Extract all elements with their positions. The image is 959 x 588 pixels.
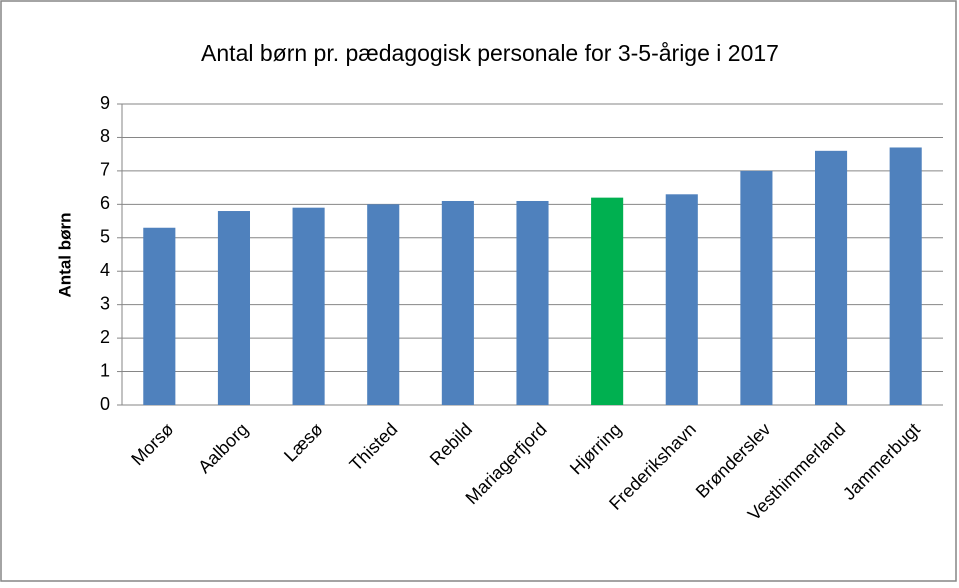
- y-tick-label: 4: [100, 260, 110, 280]
- y-tick-label: 8: [100, 126, 110, 146]
- bar: [217, 211, 251, 405]
- y-axis-label: Antal børn: [55, 213, 74, 298]
- y-tick-label: 0: [100, 394, 110, 414]
- bar: [516, 200, 549, 405]
- bar: [740, 170, 773, 405]
- chart-title: Antal børn pr. pædagogisk personale for …: [201, 40, 779, 66]
- y-tick-label: 3: [100, 293, 110, 313]
- bar: [665, 194, 698, 405]
- bar: [441, 200, 474, 405]
- bar: [889, 147, 922, 405]
- bar: [143, 227, 176, 405]
- y-tick-label: 7: [100, 160, 110, 180]
- y-tick-label: 9: [100, 93, 110, 113]
- y-tick-label: 5: [100, 227, 110, 247]
- bar: [814, 150, 848, 405]
- bar: [591, 197, 624, 405]
- bar: [292, 207, 325, 405]
- y-tick-label: 6: [100, 193, 110, 213]
- bar: [367, 204, 400, 405]
- y-tick-label: 2: [100, 327, 110, 347]
- y-tick-label: 1: [100, 360, 110, 380]
